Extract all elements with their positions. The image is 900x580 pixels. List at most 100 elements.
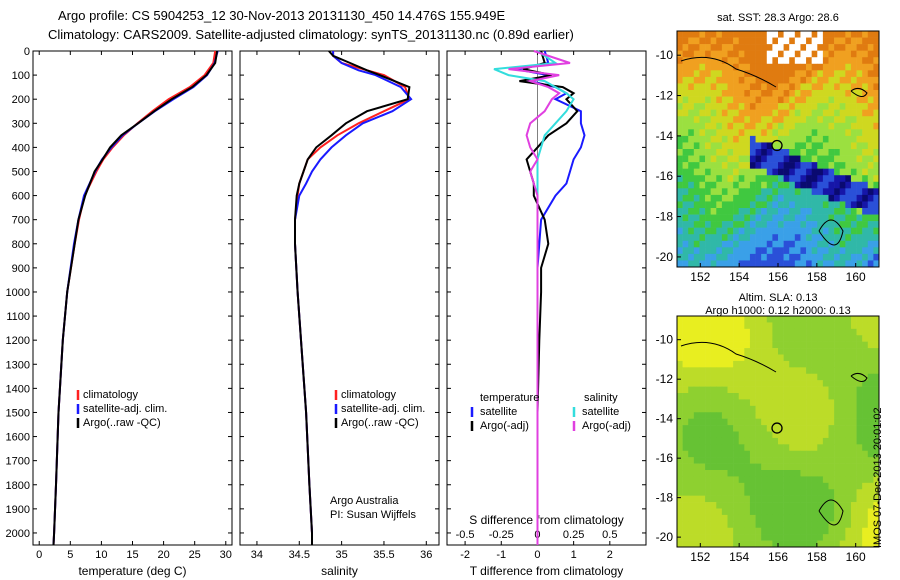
map-cell (772, 489, 779, 496)
map-cell (778, 489, 784, 496)
map-cell (834, 495, 841, 503)
y-tick-label: 1200 (6, 335, 30, 347)
map-cell (772, 534, 779, 541)
map-cell (817, 540, 824, 548)
map-cell (806, 129, 812, 137)
map-cell (817, 508, 824, 516)
map-cell (727, 109, 734, 117)
map-cell (738, 393, 745, 400)
map-cell (873, 188, 880, 196)
map-cell (845, 129, 852, 137)
map-cell (806, 103, 812, 110)
map-cell (677, 367, 683, 375)
map-cell (806, 444, 812, 452)
map-cell (733, 405, 740, 413)
map-cell (867, 425, 874, 432)
map-cell (755, 234, 762, 242)
map-cell (800, 201, 807, 209)
map-cell (755, 534, 762, 541)
map-cell (705, 96, 711, 104)
map-cell (755, 495, 762, 503)
map-cell (794, 135, 801, 143)
map-cell (867, 149, 874, 156)
map-cell (817, 470, 824, 477)
map-cell (834, 181, 841, 189)
map-cell (839, 386, 846, 394)
map-cell (850, 122, 857, 130)
map-cell (688, 214, 695, 222)
map-cell (710, 50, 717, 58)
map-cell (693, 96, 700, 104)
map-cell (789, 354, 796, 362)
map-cell (822, 90, 829, 97)
map-cell (738, 214, 745, 222)
legend-entry: Argo(-adj) (582, 420, 631, 432)
map-cell (705, 70, 711, 78)
map-cell (822, 70, 829, 78)
map-cell (806, 412, 812, 419)
map-cell (873, 260, 880, 268)
map-cell (733, 322, 740, 330)
map-cell (766, 76, 773, 84)
map-cell (733, 514, 740, 522)
map-cell (845, 425, 852, 432)
map-cell (744, 50, 751, 58)
map-cell (710, 540, 717, 548)
map-cell (834, 354, 841, 362)
map-cell (811, 328, 818, 336)
map-cell (811, 240, 818, 248)
map-cell (682, 495, 689, 503)
map-cell (755, 489, 762, 496)
map-cell (772, 221, 779, 228)
map-cell (721, 521, 728, 529)
map-cell (710, 37, 717, 45)
map-cell (850, 418, 857, 426)
map-cell (710, 135, 717, 143)
map-cell (761, 476, 768, 484)
map-cell (688, 444, 695, 452)
map-cell (733, 149, 740, 156)
map-cell (699, 521, 706, 529)
map-cell (850, 129, 857, 137)
map-cell (789, 194, 796, 202)
map-cell (867, 380, 874, 387)
map-cell (699, 227, 706, 235)
map-cell (822, 412, 829, 419)
y-tick-label: 1800 (6, 480, 30, 492)
map-cell (806, 135, 812, 143)
map-cell (867, 502, 874, 509)
map-cell (677, 260, 683, 268)
map-cell (783, 76, 790, 84)
map-cell (755, 44, 762, 51)
map-cell (699, 348, 706, 355)
map-cell (699, 354, 706, 362)
map-cell (806, 348, 812, 355)
map-cell (845, 175, 852, 183)
map-cell (783, 450, 790, 458)
map-cell (822, 463, 829, 471)
map-cell (834, 393, 841, 400)
map-cell (811, 31, 818, 38)
x-tick-label: 160 (846, 550, 866, 564)
map-cell (867, 373, 874, 381)
map-cell (862, 360, 869, 368)
map-cell (755, 260, 762, 268)
map-cell (811, 247, 818, 255)
map-cell (693, 463, 700, 471)
x-axis-label-salinity: S difference from climatology (469, 513, 624, 527)
map-cell (845, 405, 852, 413)
map-cell (822, 142, 829, 150)
map-cell (817, 44, 824, 51)
map-cell (682, 444, 689, 452)
map-cell (783, 534, 790, 541)
map-cell (811, 457, 818, 464)
map-cell (783, 437, 790, 445)
map-cell (817, 181, 824, 189)
map-cell (716, 373, 723, 381)
map-cell (822, 221, 829, 228)
map-cell (862, 76, 869, 84)
map-cell (677, 502, 683, 509)
map-cell (845, 508, 852, 516)
map-cell (733, 470, 740, 477)
map-cell (772, 70, 779, 78)
